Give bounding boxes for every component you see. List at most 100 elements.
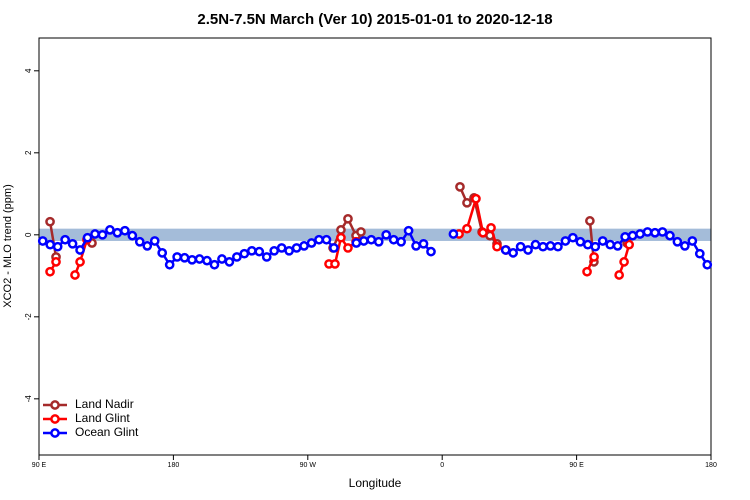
point: [142, 241, 153, 251]
point: [134, 236, 145, 247]
point: [75, 245, 85, 255]
y-tick-label: 4: [24, 68, 33, 73]
legend-marker: [50, 414, 60, 424]
point: [665, 230, 675, 241]
point: [388, 234, 399, 245]
point: [426, 246, 436, 257]
point: [589, 252, 599, 262]
point: [239, 248, 250, 259]
point: [67, 238, 78, 249]
point: [538, 241, 548, 252]
point: [411, 241, 421, 251]
legend-label: Land Nadir: [75, 397, 134, 411]
point: [45, 216, 55, 227]
point: [343, 243, 353, 253]
point: [45, 239, 56, 250]
point: [702, 259, 713, 270]
point: [448, 229, 459, 239]
point: [396, 236, 406, 247]
point: [500, 245, 511, 255]
point: [619, 257, 629, 267]
point: [585, 216, 595, 226]
point: [172, 252, 182, 262]
point: [343, 213, 353, 224]
point: [403, 225, 414, 236]
point: [45, 266, 55, 277]
point: [462, 197, 472, 208]
point: [582, 239, 593, 250]
reference-band: [39, 228, 711, 241]
point: [330, 259, 340, 269]
point: [545, 241, 556, 251]
y-tick-label: -4: [24, 395, 33, 403]
point: [105, 225, 115, 235]
point: [672, 236, 683, 247]
x-tick-label: 180: [168, 462, 180, 469]
x-tick-label: 0: [440, 462, 444, 469]
point: [232, 252, 242, 262]
point: [455, 181, 465, 192]
point: [515, 241, 526, 252]
point: [614, 270, 625, 280]
legend-marker: [50, 428, 60, 438]
point: [575, 236, 586, 247]
point: [366, 234, 377, 245]
point: [620, 232, 630, 242]
point: [624, 239, 635, 250]
point: [52, 241, 63, 252]
x-tick-label: 90 E: [569, 462, 584, 469]
x-tick-label: 90 E: [32, 462, 47, 469]
y-tick-label: -2: [24, 313, 33, 321]
x-tick-label: 180: [705, 462, 717, 469]
chart-title: 2.5N-7.5N March (Ver 10) 2015-01-01 to 2…: [197, 11, 552, 28]
point: [51, 257, 61, 267]
point: [582, 266, 592, 277]
point: [381, 229, 392, 240]
point: [336, 232, 346, 243]
point: [373, 236, 384, 247]
point: [261, 252, 272, 262]
point: [187, 254, 197, 265]
point: [284, 245, 294, 256]
point: [560, 236, 571, 246]
point: [97, 229, 108, 240]
point: [478, 227, 488, 238]
point: [329, 243, 339, 253]
point: [269, 245, 280, 256]
point: [358, 236, 369, 246]
point: [486, 222, 496, 233]
legend-label: Land Glint: [75, 411, 130, 425]
point: [291, 243, 302, 253]
point: [418, 238, 429, 249]
point: [194, 254, 205, 264]
x-tick-label: 90 W: [300, 462, 317, 469]
y-tick-label: 2: [24, 150, 33, 155]
point: [687, 236, 698, 246]
point: [523, 245, 533, 255]
point: [321, 234, 332, 245]
point: [149, 236, 160, 246]
point: [217, 254, 227, 264]
point: [568, 232, 578, 243]
point: [314, 234, 324, 245]
point: [680, 241, 690, 251]
point: [127, 230, 138, 241]
point: [508, 248, 518, 258]
point: [120, 225, 130, 236]
point: [356, 227, 366, 237]
point: [597, 236, 608, 246]
point: [179, 252, 190, 263]
point: [627, 230, 638, 241]
point: [657, 227, 668, 237]
point: [694, 248, 705, 259]
point: [37, 236, 48, 246]
point: [650, 227, 660, 238]
point: [612, 241, 623, 251]
point: [164, 259, 175, 270]
point: [635, 229, 645, 239]
point: [492, 241, 502, 252]
point: [157, 248, 168, 258]
point: [351, 238, 362, 248]
point: [112, 227, 123, 238]
